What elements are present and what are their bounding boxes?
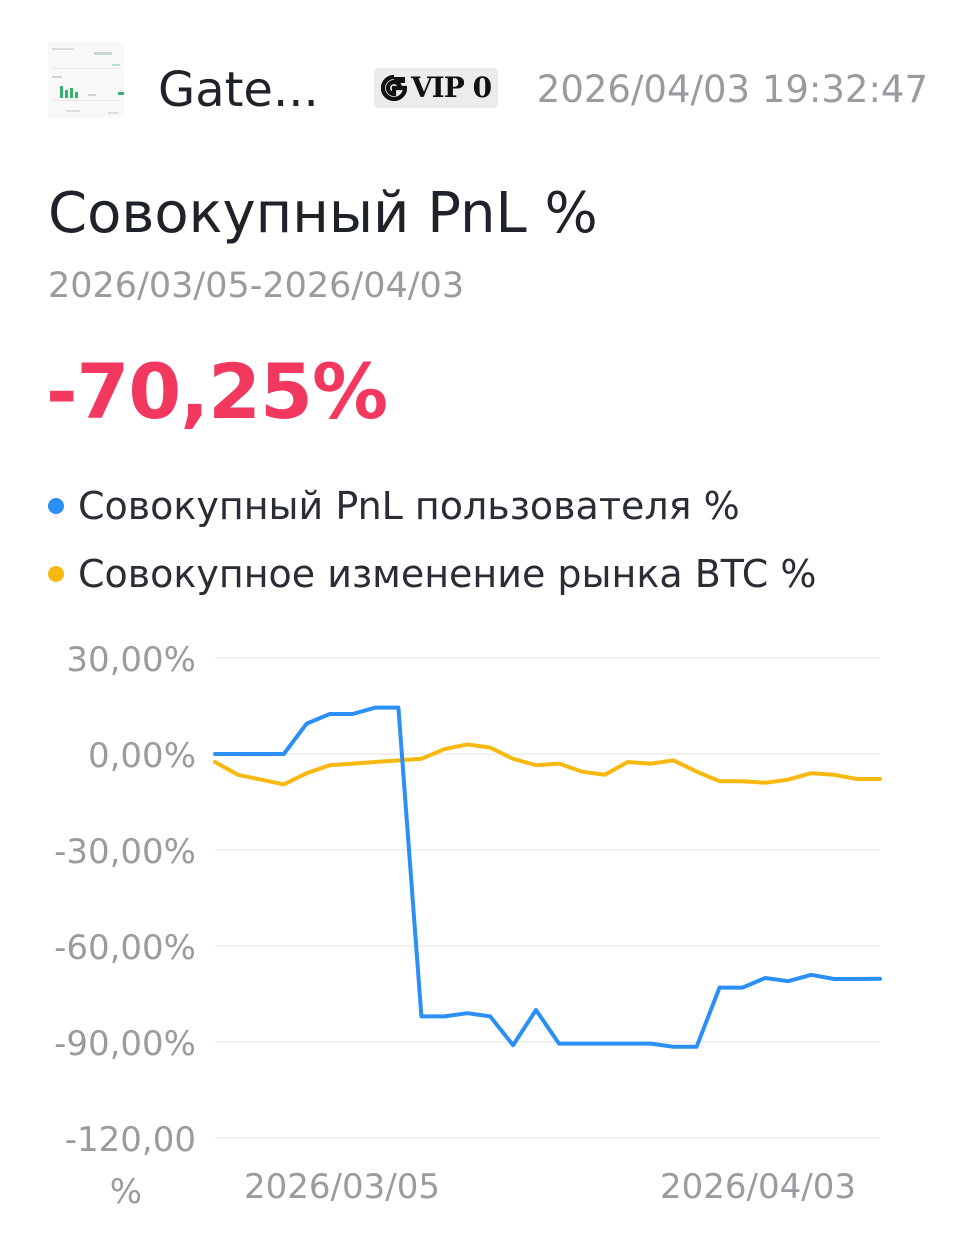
y-tick-label: -30,00% [54,832,196,872]
header: Gate... VIP 0 2026/04/03 19:32:47 [48,42,928,138]
x-tick-label: 2026/04/03 [660,1167,856,1207]
vip-badge: VIP 0 [374,68,498,108]
date-range: 2026/03/05-2026/04/03 [48,266,465,306]
timestamp: 2026/04/03 19:32:47 [536,68,928,111]
series-line-btc [213,742,882,787]
avatar-thumbnail-icon [48,42,124,118]
y-tick-label: -60,00% [54,928,196,968]
chart-legend: Совокупный PnL пользователя % Совокупное… [48,472,948,608]
y-tick-label: 30,00% [66,640,196,680]
vip-label: VIP 0 [410,71,492,104]
legend-label-btc: Совокупное изменение рынка BTC % [78,552,817,596]
pnl-line-chart[interactable]: 30,00% 0,00% -30,00% -60,00% -90,00% -120,00%… [0,620,960,1220]
y-tick-label: -90,00% [54,1024,196,1064]
legend-dot-user [48,498,64,514]
legend-item-user[interactable]: Совокупный PnL пользователя % [48,472,948,540]
gate-logo-icon [380,75,407,101]
avatar[interactable] [48,42,124,118]
legend-label-user: Совокупный PnL пользователя % [78,484,740,528]
legend-dot-btc [48,566,64,582]
series-line-user [213,705,882,1049]
pnl-value: -70,25% [46,347,388,436]
legend-item-btc[interactable]: Совокупное изменение рынка BTC % [48,540,948,608]
y-tick-label: 0,00% [88,736,196,776]
page-title: Совокупный PnL % [48,181,598,246]
username: Gate... [158,62,319,118]
x-tick-label: 2026/03/05 [244,1167,440,1207]
y-tick-label: -120,00% [65,1120,196,1212]
